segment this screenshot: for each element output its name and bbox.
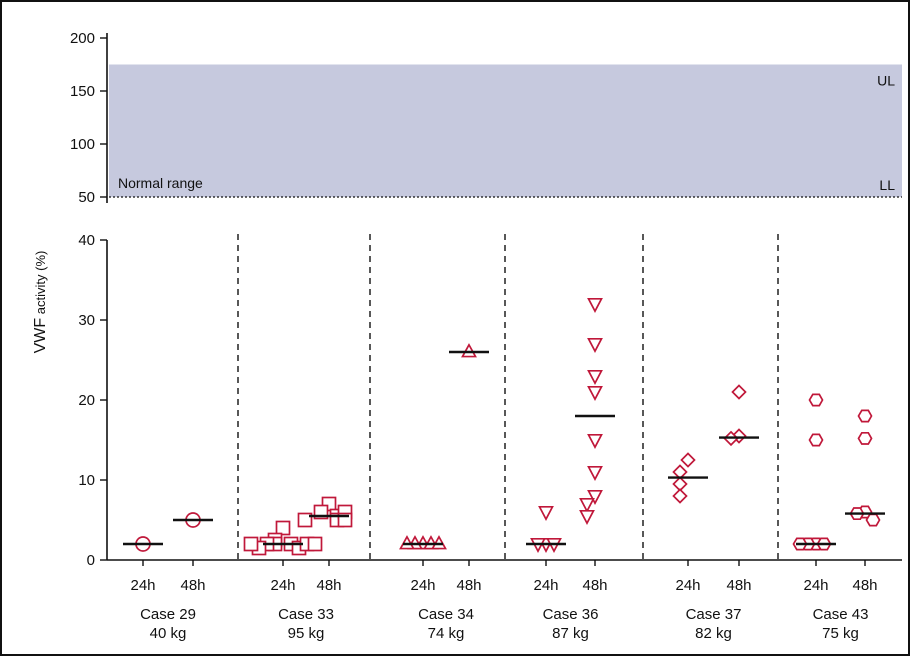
upper-limit-label: UL (877, 73, 895, 89)
time-label: 48h (726, 577, 751, 594)
weight-label: 87 kg (552, 625, 589, 642)
triangle-down-marker (587, 489, 603, 505)
time-label: 24h (675, 577, 700, 594)
hexagon-marker (857, 431, 873, 445)
x-ticks (142, 560, 866, 566)
time-label: 48h (582, 577, 607, 594)
hexagon-marker (808, 393, 824, 407)
case-label: Case 33 (278, 606, 334, 623)
weight-label: 74 kg (428, 625, 465, 642)
weight-label: 95 kg (288, 625, 325, 642)
time-label: 24h (130, 577, 155, 594)
triangle-down-marker (587, 385, 603, 401)
case-label: Case 37 (686, 606, 742, 623)
time-label: 24h (533, 577, 558, 594)
upper-tick-label: 150 (70, 83, 95, 100)
case-label: Case 34 (418, 606, 474, 623)
upper-tick-label: 50 (78, 189, 95, 206)
time-label: 24h (803, 577, 828, 594)
upper-y-ticks: 50 100 150 200 (70, 30, 107, 206)
upper-panel: Normal range UL LL 50 100 150 200 (70, 30, 902, 206)
case-label: Case 29 (140, 606, 196, 623)
square-marker (275, 520, 291, 536)
upper-tick-label: 200 (70, 30, 95, 47)
triangle-up-marker (399, 535, 415, 550)
hexagon-marker (857, 409, 873, 423)
normal-range-label: Normal range (118, 175, 203, 191)
weight-label: 40 kg (150, 625, 187, 642)
triangle-down-marker (587, 337, 603, 353)
time-label: 48h (852, 577, 877, 594)
triangle-up-marker (431, 535, 447, 550)
lower-panel: 0 10 20 30 40 24h 48h Case 29 40 kg 24h 48h Case 3… (78, 232, 902, 642)
median-lines (123, 350, 885, 546)
diamond-marker (680, 452, 696, 468)
diamond-marker (672, 488, 688, 504)
triangle-up-marker (461, 343, 477, 358)
lower-tick-label: 20 (78, 392, 95, 409)
hexagon-marker (808, 433, 824, 447)
case-label: Case 36 (543, 606, 599, 623)
hexagon-marker (865, 513, 881, 527)
lower-tick-label: 10 (78, 472, 95, 489)
square-marker (307, 536, 323, 552)
square-marker (297, 512, 313, 528)
lower-tick-label: 30 (78, 312, 95, 329)
time-label: 24h (270, 577, 295, 594)
lower-tick-label: 0 (87, 552, 95, 569)
data-points (135, 297, 881, 556)
time-label: 24h (410, 577, 435, 594)
triangle-down-marker (587, 369, 603, 385)
time-label: 48h (456, 577, 481, 594)
case-label: Case 43 (813, 606, 869, 623)
triangle-down-marker (538, 505, 554, 521)
triangle-down-marker (579, 509, 595, 525)
square-marker (243, 536, 259, 552)
normal-range-band (109, 64, 902, 197)
triangle-down-marker (587, 297, 603, 313)
lower-y-ticks: 0 10 20 30 40 (78, 232, 107, 569)
time-label: 48h (316, 577, 341, 594)
lower-tick-label: 40 (78, 232, 95, 249)
y-axis-label-small: activity (%) (33, 251, 48, 318)
x-labels: 24h 48h Case 29 40 kg 24h 48h Case 33 95 kg 24h 4… (130, 577, 877, 642)
lower-limit-label: LL (879, 177, 895, 193)
weight-label: 82 kg (695, 625, 732, 642)
diamond-marker (731, 384, 747, 400)
upper-tick-label: 100 (70, 136, 95, 153)
triangle-down-marker (579, 497, 595, 513)
y-axis-label-main: VWF (32, 318, 49, 354)
triangle-down-marker (587, 433, 603, 449)
y-axis-label: VWF activity (%) (32, 251, 49, 354)
triangle-down-marker (587, 465, 603, 481)
time-label: 48h (180, 577, 205, 594)
weight-label: 75 kg (822, 625, 859, 642)
